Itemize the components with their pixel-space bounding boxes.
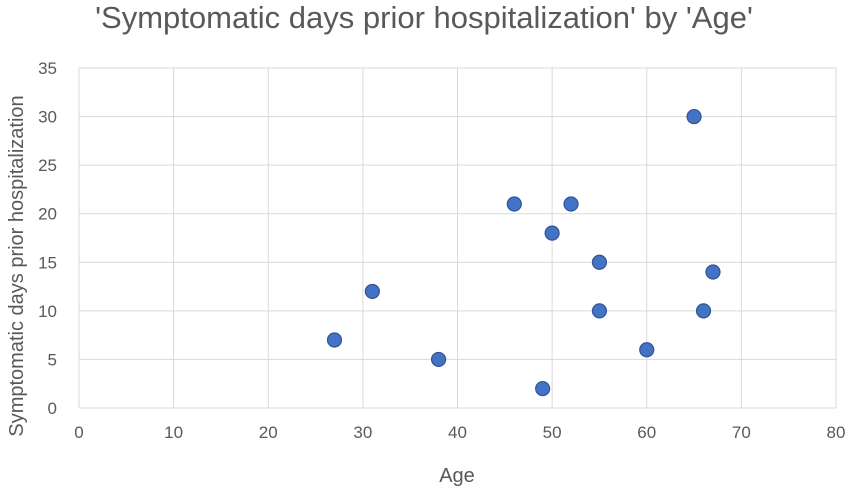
data-point (326, 332, 343, 348)
data-point (695, 303, 712, 319)
data-point (563, 196, 579, 212)
data-point (686, 108, 702, 125)
data-point (430, 351, 447, 368)
data-point (544, 225, 560, 241)
data-point (639, 342, 655, 358)
y-tick-label: 25 (38, 156, 57, 175)
y-tick-label: 30 (38, 108, 57, 127)
y-tick-label: 15 (38, 253, 57, 272)
y-tick-label: 35 (38, 59, 57, 78)
y-tick-label: 0 (48, 399, 57, 418)
y-tick-label: 20 (38, 205, 57, 224)
x-tick-label: 30 (353, 423, 372, 442)
data-point (535, 380, 551, 397)
x-tick-label: 50 (543, 423, 562, 442)
y-tick-label: 10 (38, 302, 57, 321)
x-tick-label: 0 (74, 423, 83, 442)
y-tick-label: 5 (48, 350, 57, 369)
x-tick-label: 80 (827, 423, 846, 442)
y-axis-title: Symptomatic days prior hospitalization (6, 95, 28, 436)
x-axis-title: Age (439, 465, 475, 487)
tick-labels: 0 10 20 30 40 50 60 70 80 0 5 10 15 20 25 30 35 (38, 59, 845, 442)
data-point (591, 254, 608, 270)
data-point (364, 283, 380, 300)
x-tick-label: 20 (259, 423, 278, 442)
data-point (591, 303, 608, 319)
data-point (506, 196, 522, 212)
gridlines (78, 67, 837, 409)
chart-title: 'Symptomatic days prior hospitalization'… (95, 0, 753, 35)
x-tick-label: 60 (637, 423, 656, 442)
x-tick-label: 70 (732, 423, 751, 442)
x-tick-label: 40 (448, 423, 467, 442)
x-tick-label: 10 (164, 423, 183, 442)
data-points (326, 108, 721, 397)
data-point (705, 264, 721, 280)
